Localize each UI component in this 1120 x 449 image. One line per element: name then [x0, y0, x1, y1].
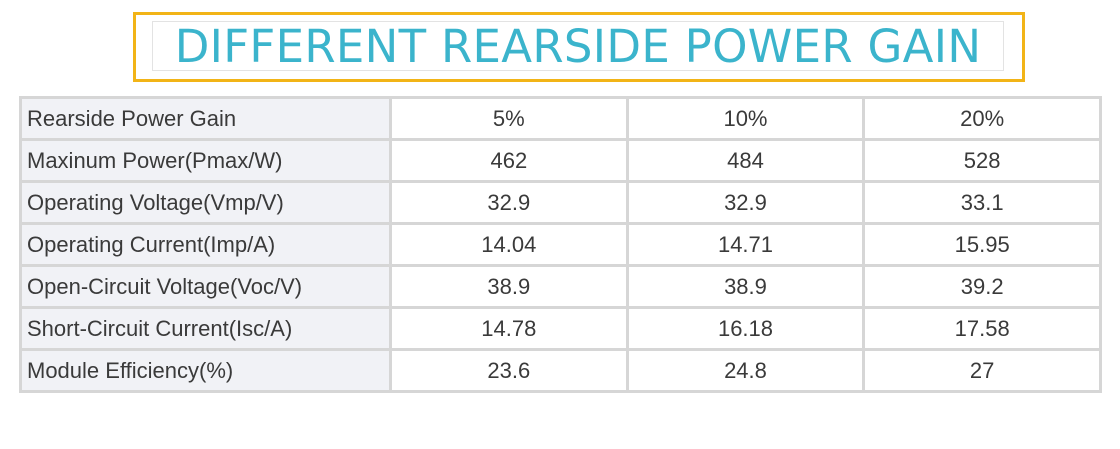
row-label: Short-Circuit Current(Isc/A)	[19, 306, 392, 351]
table-cell: 14.78	[389, 306, 629, 351]
table-cell: 14.04	[389, 222, 629, 267]
specs-table: Rearside Power Gain 5% 10% 20% Maxinum P…	[19, 96, 1102, 393]
table-row: Short-Circuit Current(Isc/A) 14.78 16.18…	[19, 306, 1102, 351]
table-cell: 38.9	[389, 264, 629, 309]
row-label: Operating Voltage(Vmp/V)	[19, 180, 392, 225]
table-cell: 17.58	[862, 306, 1102, 351]
row-label: Maxinum Power(Pmax/W)	[19, 138, 392, 183]
table-cell: 10%	[625, 96, 866, 141]
table-cell: 16.18	[625, 306, 866, 351]
table-row: Open-Circuit Voltage(Voc/V) 38.9 38.9 39…	[19, 264, 1102, 309]
row-label: Open-Circuit Voltage(Voc/V)	[19, 264, 392, 309]
table-cell: 32.9	[625, 180, 866, 225]
table-cell: 462	[389, 138, 629, 183]
table-row: Operating Voltage(Vmp/V) 32.9 32.9 33.1	[19, 180, 1102, 225]
table-cell: 528	[862, 138, 1102, 183]
title-frame: DIFFERENT REARSIDE POWER GAIN	[133, 12, 1025, 82]
table-cell: 27	[862, 348, 1102, 393]
table-cell: 39.2	[862, 264, 1102, 309]
table-cell: 38.9	[625, 264, 866, 309]
table-cell: 14.71	[625, 222, 866, 267]
table-cell: 24.8	[625, 348, 866, 393]
row-label: Module Efficiency(%)	[19, 348, 392, 393]
table-cell: 33.1	[862, 180, 1102, 225]
table-cell: 15.95	[862, 222, 1102, 267]
page-title: DIFFERENT REARSIDE POWER GAIN	[174, 19, 982, 73]
table-cell: 484	[625, 138, 866, 183]
table-row: Maxinum Power(Pmax/W) 462 484 528	[19, 138, 1102, 183]
table-cell: 20%	[862, 96, 1102, 141]
table-row: Module Efficiency(%) 23.6 24.8 27	[19, 348, 1102, 393]
table-cell: 5%	[389, 96, 629, 141]
table-cell: 23.6	[389, 348, 629, 393]
title-box: DIFFERENT REARSIDE POWER GAIN	[152, 21, 1004, 71]
table-row: Rearside Power Gain 5% 10% 20%	[19, 96, 1102, 141]
row-label: Rearside Power Gain	[19, 96, 392, 141]
table-cell: 32.9	[389, 180, 629, 225]
table-row: Operating Current(Imp/A) 14.04 14.71 15.…	[19, 222, 1102, 267]
row-label: Operating Current(Imp/A)	[19, 222, 392, 267]
